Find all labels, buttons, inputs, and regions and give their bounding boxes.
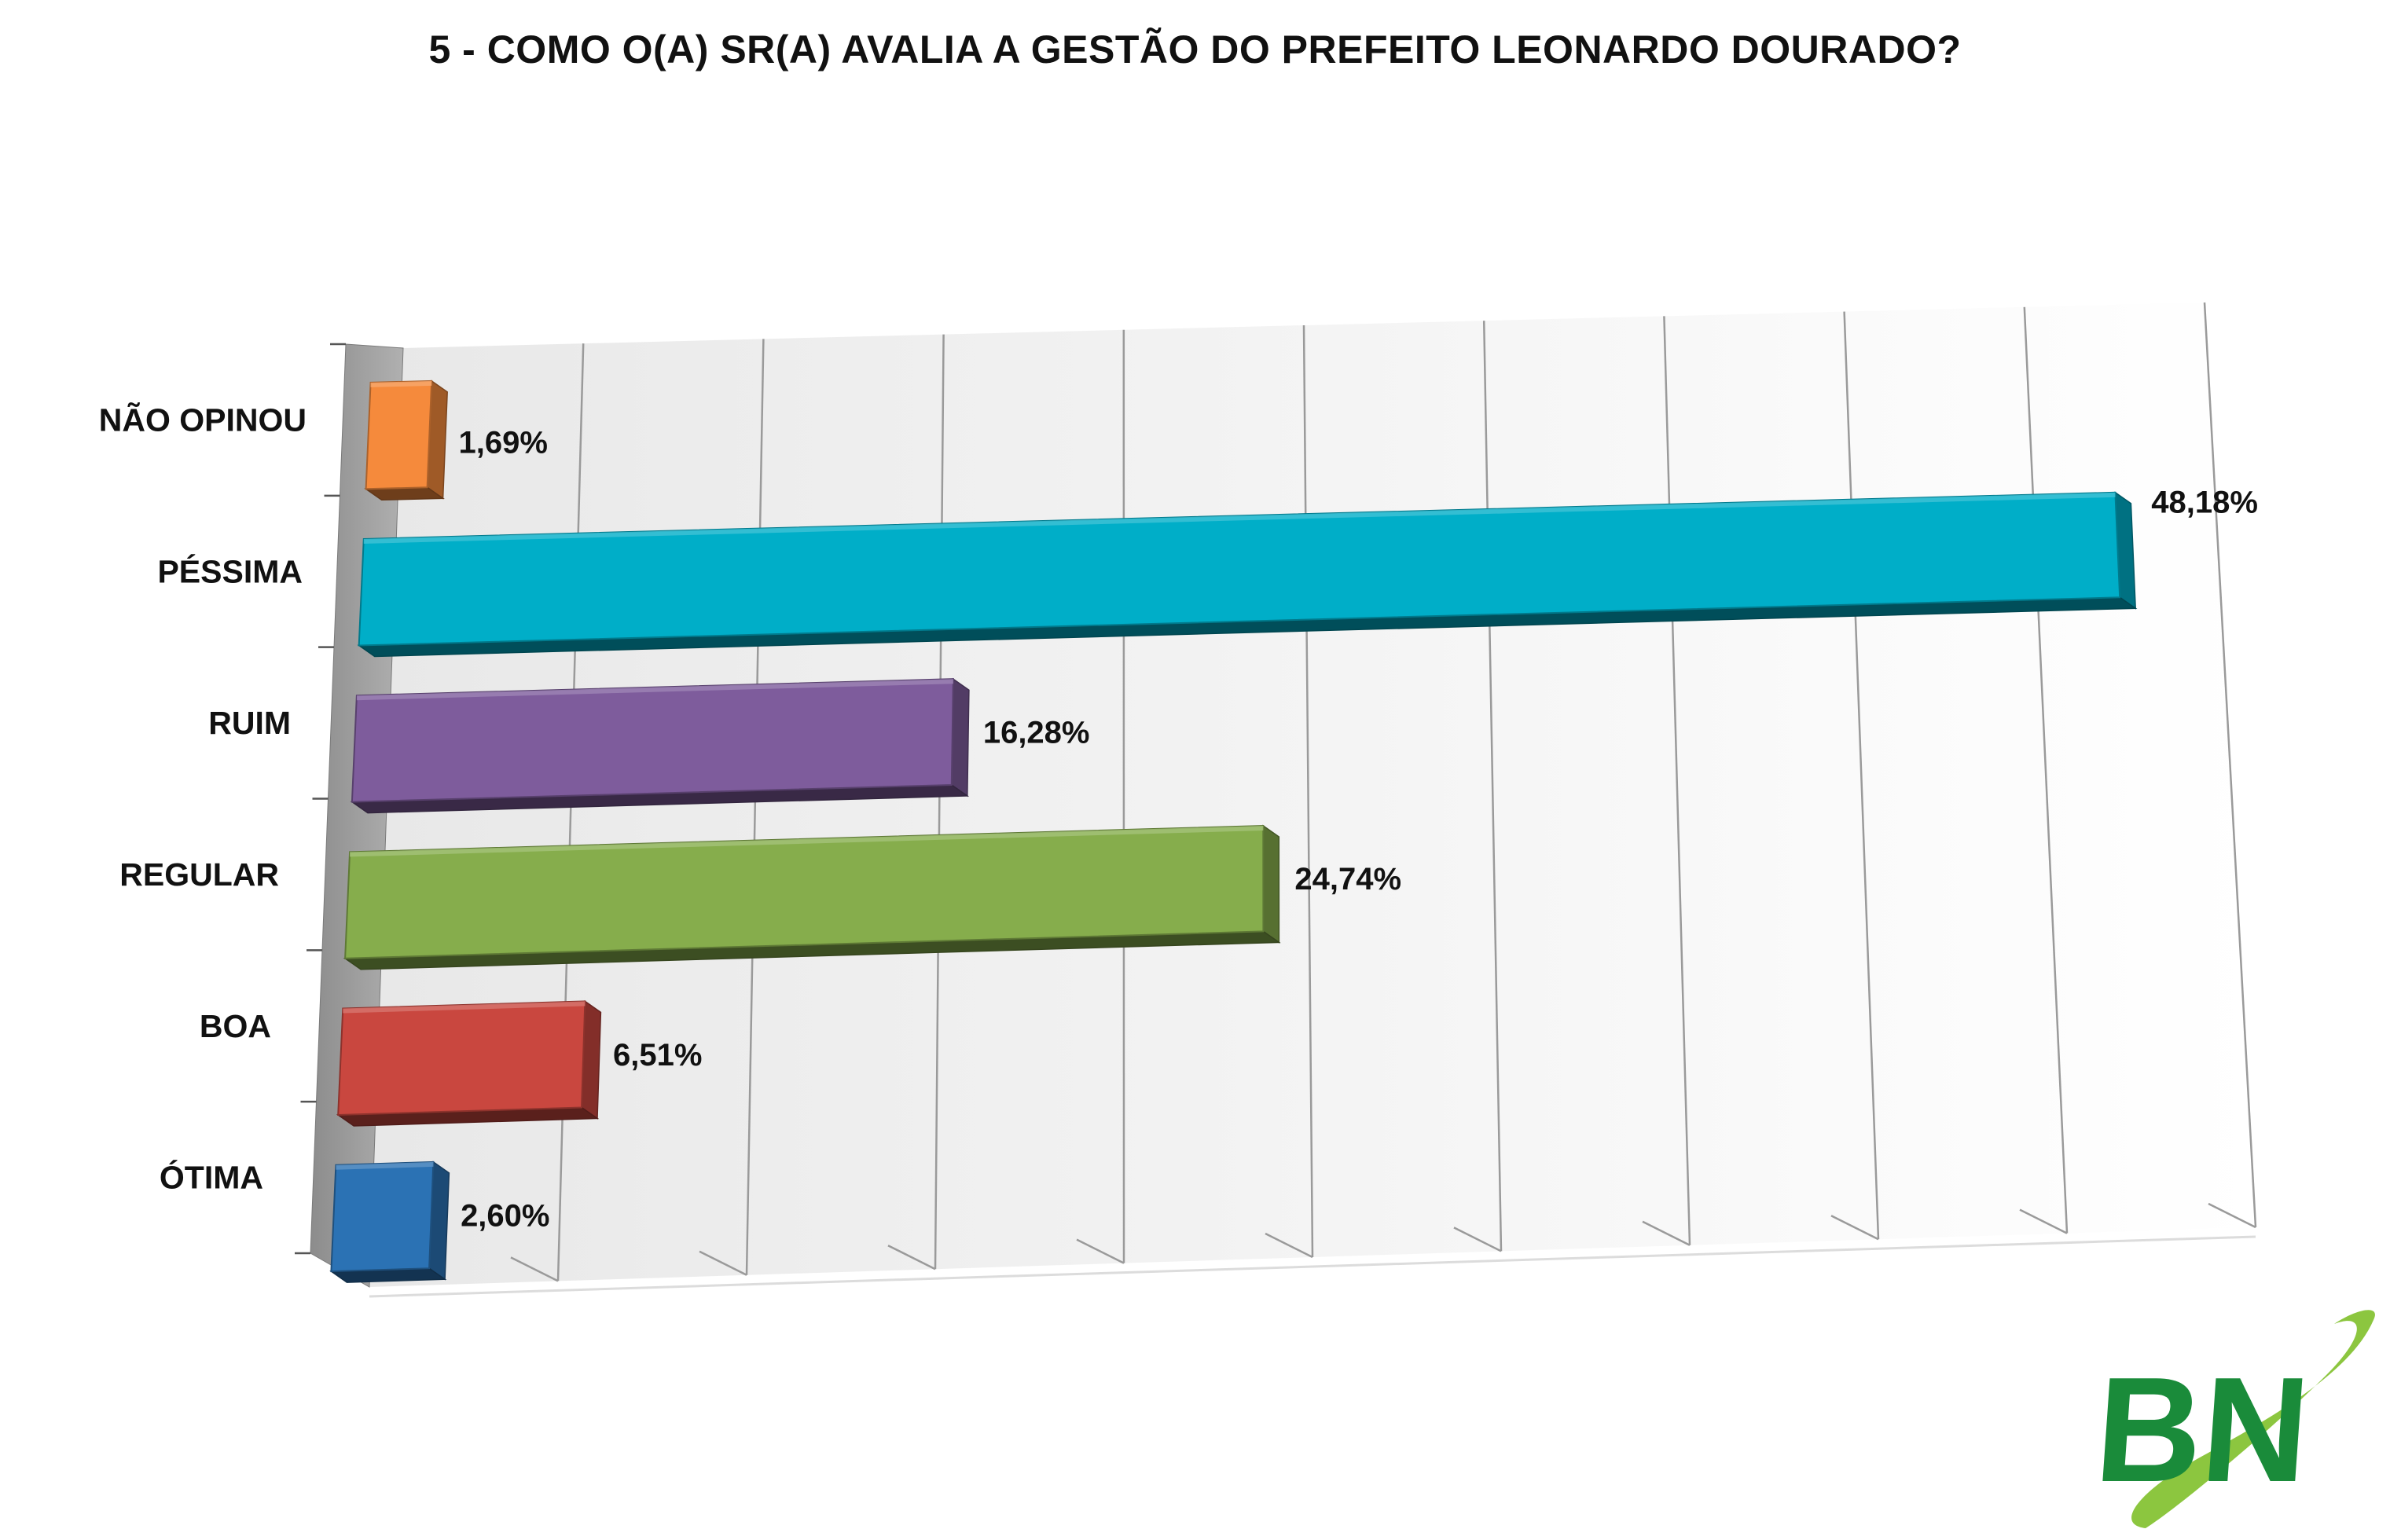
category-label: ÓTIMA bbox=[160, 1160, 263, 1196]
bar bbox=[331, 1162, 433, 1271]
data-label: 48,18% bbox=[2151, 486, 2258, 520]
bar bbox=[338, 1001, 585, 1115]
category-label: BOA bbox=[200, 1008, 271, 1044]
bar bbox=[366, 381, 432, 489]
category-label: REGULAR bbox=[119, 856, 279, 893]
category-label: PÉSSIMA bbox=[157, 553, 303, 589]
category-label: RUIM bbox=[208, 705, 291, 741]
category-label: NÃO OPINOU bbox=[99, 402, 307, 438]
data-label: 16,28% bbox=[983, 716, 1090, 750]
bn-logo: BN bbox=[2067, 1289, 2390, 1540]
data-label: 1,69% bbox=[459, 426, 548, 460]
bar-end bbox=[1263, 826, 1279, 942]
logo-text: BN bbox=[2091, 1347, 2315, 1513]
bar-end bbox=[952, 679, 969, 796]
data-label: 2,60% bbox=[461, 1199, 549, 1234]
data-label: 6,51% bbox=[613, 1038, 702, 1072]
data-label: 24,74% bbox=[1294, 862, 1401, 896]
